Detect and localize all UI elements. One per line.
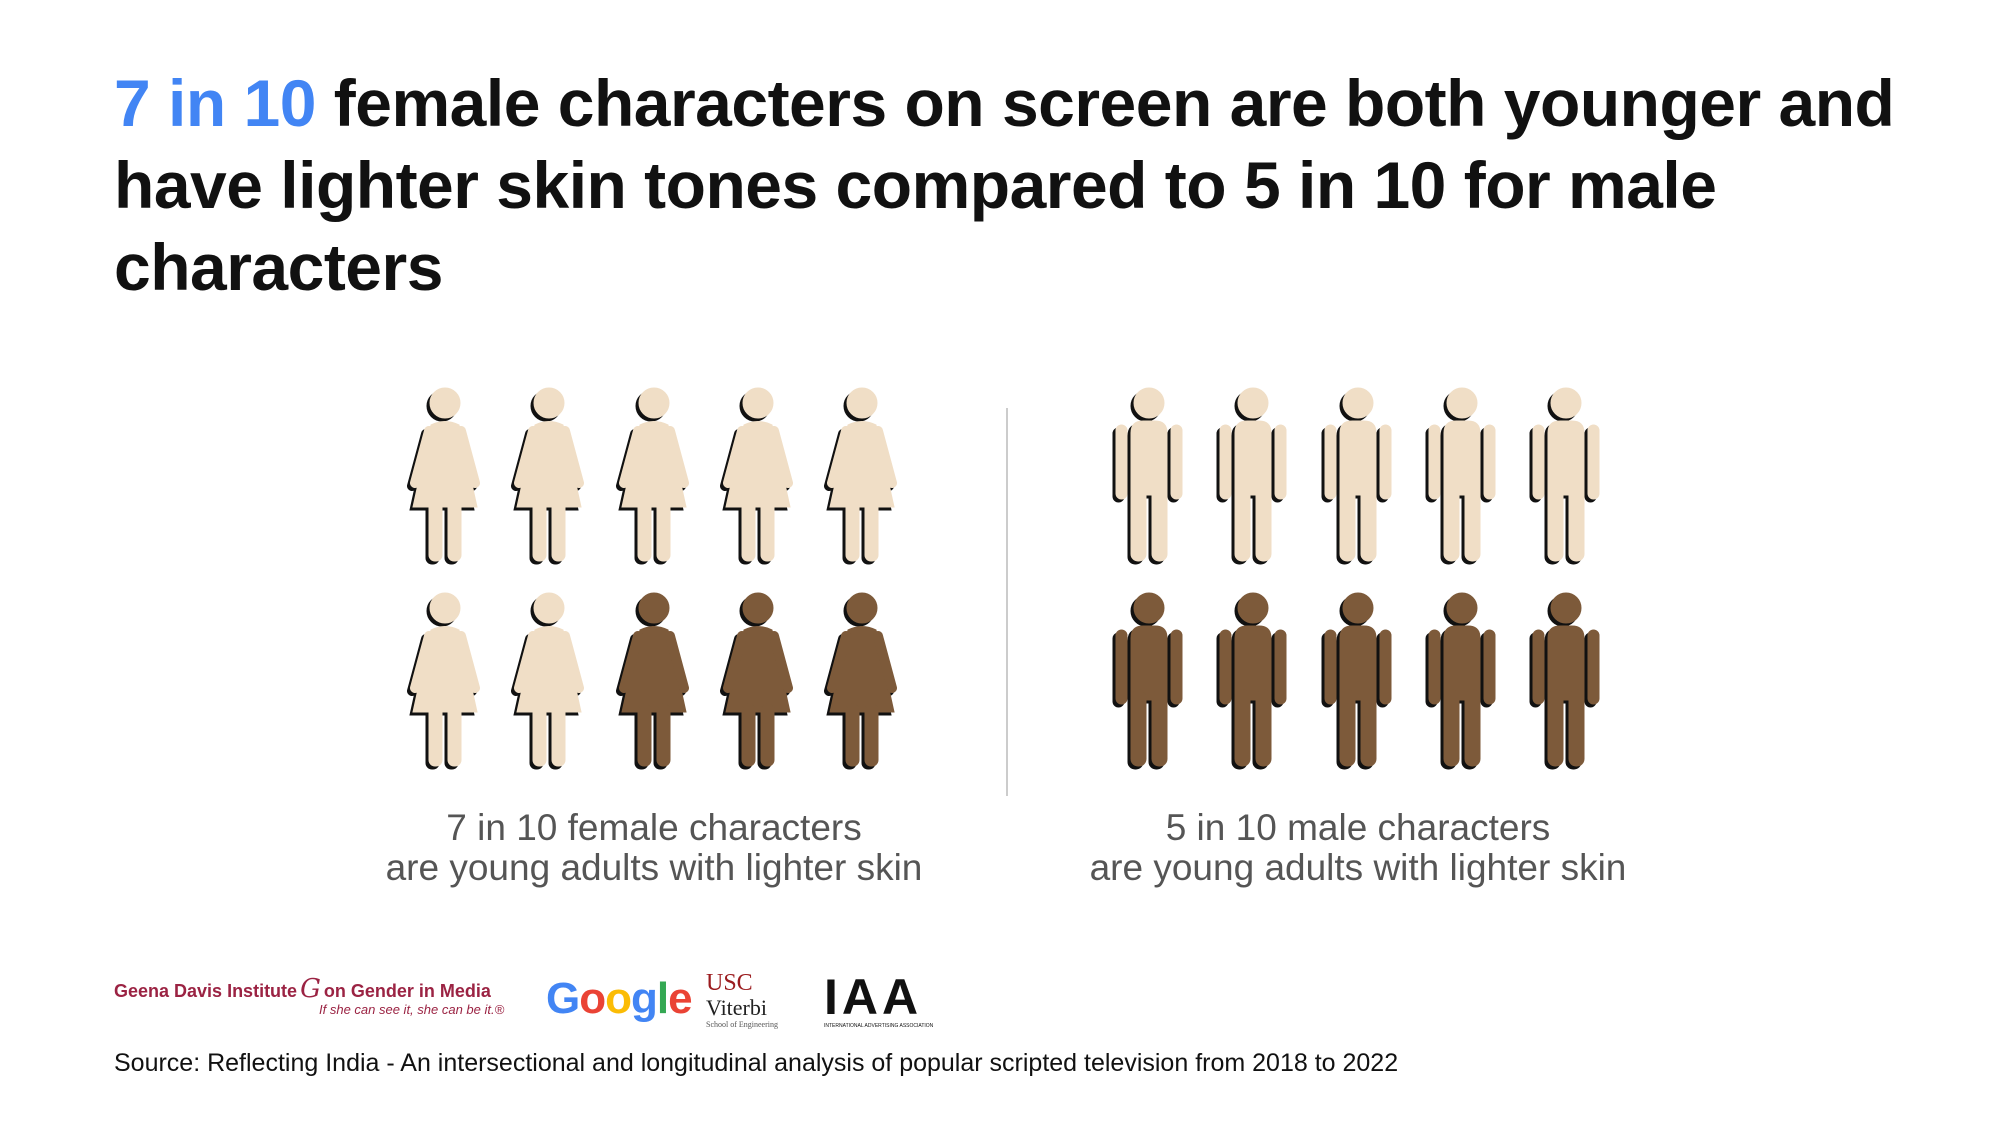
woman-icon-lighter-skin: [509, 592, 589, 768]
man-icon-darker-skin: [1532, 592, 1600, 767]
male-caption-line2: are young adults with lighter skin: [1089, 847, 1627, 888]
geena-davis-name: Geena Davis Institute: [114, 981, 298, 1001]
woman-icon-lighter-skin: [822, 387, 902, 563]
geena-davis-name-2: on Gender in Media: [323, 981, 491, 1001]
man-icon-darker-skin: [1324, 592, 1392, 767]
man-icon-darker-skin: [1428, 592, 1496, 767]
title-text: female characters on screen are both you…: [114, 66, 1895, 304]
female-caption-line2: are young adults with lighter skin: [385, 847, 923, 888]
page-title: 7 in 10 female characters on screen are …: [114, 62, 1914, 308]
google-logo: Google: [546, 974, 693, 1023]
man-icon-lighter-skin: [1324, 387, 1392, 562]
male-caption: 5 in 10 male characters are young adults…: [1008, 808, 1708, 888]
iaa-full-name: INTERNATIONAL ADVERTISING ASSOCIATION: [824, 1023, 934, 1029]
woman-icon-lighter-skin: [718, 387, 798, 563]
divider: [1006, 408, 1008, 796]
viterbi-text: Viterbi: [706, 995, 767, 1020]
woman-icon-lighter-skin: [509, 387, 589, 563]
usc-viterbi-logo: USC Viterbi School of Engineering: [706, 970, 778, 1030]
signature-mark: G: [300, 974, 321, 1004]
woman-icon-darker-skin: [822, 592, 902, 768]
geena-davis-tagline: If she can see it, she can be it.®: [319, 1002, 505, 1017]
male-caption-line1: 5 in 10 male characters: [1165, 807, 1551, 848]
school-text: School of Engineering: [706, 1020, 778, 1029]
man-icon-lighter-skin: [1532, 387, 1600, 562]
woman-icon-lighter-skin: [405, 387, 485, 563]
usc-text: USC: [706, 970, 753, 996]
woman-icon-darker-skin: [614, 592, 694, 768]
iaa-logo: IAA INTERNATIONAL ADVERTISING ASSOCIATION: [824, 972, 933, 1030]
woman-icon-lighter-skin: [614, 387, 694, 563]
man-icon-darker-skin: [1115, 592, 1183, 767]
female-caption: 7 in 10 female characters are young adul…: [304, 808, 1004, 888]
man-icon-lighter-skin: [1428, 387, 1496, 562]
man-icon-lighter-skin: [1219, 387, 1287, 562]
source-note: Source: Reflecting India - An intersecti…: [114, 1049, 1399, 1077]
woman-icon-lighter-skin: [405, 592, 485, 768]
iaa-text: IAA: [824, 969, 923, 1025]
title-highlight: 7 in 10: [114, 66, 316, 140]
female-caption-line1: 7 in 10 female characters: [446, 807, 862, 848]
man-icon-lighter-skin: [1115, 387, 1183, 562]
man-icon-darker-skin: [1219, 592, 1287, 767]
woman-icon-darker-skin: [718, 592, 798, 768]
